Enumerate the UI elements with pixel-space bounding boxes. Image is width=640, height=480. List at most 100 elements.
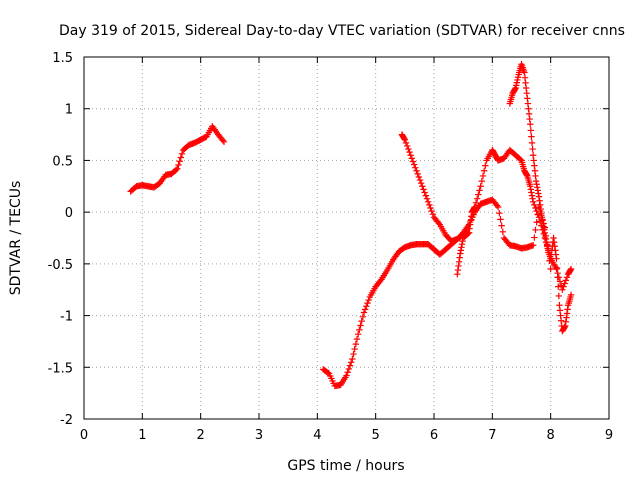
data-point-interp (350, 350, 357, 358)
data-point-interp (403, 142, 411, 150)
data-point-interp (555, 283, 562, 290)
data-point-interp (496, 209, 503, 217)
data-point-interp (177, 154, 185, 161)
data-point-interp (346, 362, 354, 369)
data-point-interp (365, 296, 372, 304)
x-tick-label: 2 (197, 428, 205, 443)
data-point-interp (417, 179, 425, 187)
y-tick-label: -0.5 (48, 258, 73, 273)
data-point-interp (497, 216, 504, 223)
y-tick-label: 0 (65, 206, 73, 221)
data-point-interp (532, 226, 539, 234)
data-point-interp (421, 189, 428, 196)
data-point-interp (409, 158, 417, 165)
data-point-interp (412, 164, 419, 171)
data-point-interp (405, 145, 412, 153)
y-tick-label: 1 (65, 103, 73, 118)
data-point (567, 291, 575, 299)
data-point-interp (533, 207, 540, 215)
data-point-interp (426, 201, 433, 209)
data-point-interp (359, 313, 367, 321)
data-point-interp (175, 161, 182, 169)
chart-title: Day 319 of 2015, Sidereal Day-to-day VTE… (59, 23, 625, 39)
data-point (354, 330, 362, 338)
data-point-interp (414, 170, 421, 178)
data-point-interp (358, 317, 365, 325)
grid (84, 57, 609, 419)
data-point (401, 136, 409, 143)
data-point (174, 165, 181, 172)
data-point (567, 265, 575, 273)
data-point-interp (377, 277, 384, 285)
data-point-interp (416, 176, 424, 184)
y-tick-label: 0.5 (52, 154, 73, 169)
data-point-interp (428, 207, 435, 215)
data-point (529, 198, 537, 205)
data-point-interp (219, 137, 227, 144)
data-point-interp (531, 201, 538, 209)
data-point-interp (555, 292, 563, 300)
data-point-interp (480, 167, 488, 174)
data-point-interp (498, 222, 505, 229)
data-point-interp (345, 365, 353, 373)
x-tick-label: 4 (313, 428, 321, 443)
data-point-interp (176, 158, 183, 165)
data-point-interp (529, 145, 536, 153)
y-axis-label: SDTVAR / TECUs (8, 181, 24, 296)
data-point-interp (475, 191, 482, 198)
series-arc-1 (127, 123, 228, 195)
x-tick-label: 8 (547, 428, 555, 443)
data-point-interp (476, 187, 483, 194)
x-tick-label: 6 (430, 428, 438, 443)
y-tick-label: -1 (60, 310, 73, 325)
x-tick-label: 7 (488, 428, 496, 443)
data-point-interp (353, 335, 361, 343)
plot-frame (83, 56, 610, 420)
data-point (547, 265, 554, 273)
data-point-interp (422, 192, 430, 199)
data-point-interp (347, 359, 355, 366)
data-point-interp (499, 228, 507, 235)
data-point-interp (554, 274, 561, 281)
data-point (343, 372, 350, 379)
data-point-interp (482, 162, 489, 169)
data-point-interp (364, 299, 371, 307)
data-point-interp (478, 177, 486, 185)
x-tick-label: 3 (255, 428, 263, 443)
data-point (419, 183, 426, 190)
data-point (527, 121, 534, 128)
data-point-interp (532, 204, 539, 212)
data-point-interp (561, 280, 568, 287)
x-axis-label: GPS time / hours (287, 458, 404, 474)
data-point-interp (429, 211, 437, 218)
data-point-interp (531, 234, 538, 241)
data-point (349, 355, 356, 363)
data-point-interp (464, 230, 472, 238)
data-point-interp (528, 133, 535, 140)
data-point (494, 203, 502, 211)
data-point-interp (178, 150, 186, 158)
data-point-interp (420, 186, 427, 193)
data-point (220, 138, 228, 146)
data-series (127, 61, 575, 390)
data-point-interp (473, 195, 481, 202)
data-point (360, 309, 368, 316)
data-point-interp (410, 161, 418, 168)
x-tick-label: 1 (138, 428, 146, 443)
data-point (559, 286, 566, 293)
data-point (529, 242, 537, 249)
x-tick-label: 0 (80, 428, 88, 443)
data-point-interp (472, 199, 480, 207)
data-point (413, 167, 420, 174)
data-point-interp (423, 195, 431, 202)
data-point-interp (533, 219, 540, 226)
data-point-interp (527, 127, 535, 134)
data-point-interp (408, 155, 416, 162)
data-point (424, 198, 432, 205)
data-point-interp (344, 369, 351, 376)
data-point (553, 255, 560, 262)
x-tick-label: 5 (372, 428, 380, 443)
data-point-interp (363, 303, 370, 310)
data-point-interp (556, 278, 564, 285)
